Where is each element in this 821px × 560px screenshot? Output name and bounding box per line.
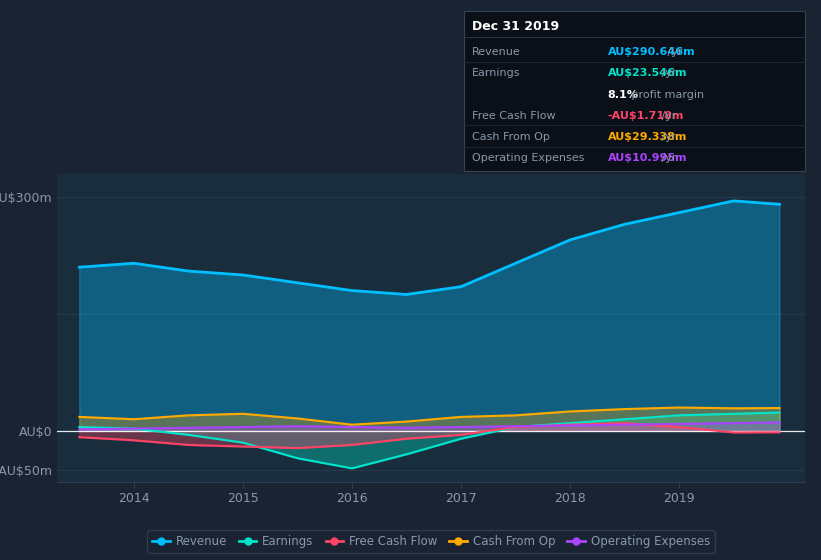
Text: /yr: /yr (658, 132, 677, 142)
Text: /yr: /yr (658, 111, 677, 121)
Text: AU$290.646m: AU$290.646m (608, 47, 695, 57)
Text: AU$10.995m: AU$10.995m (608, 153, 687, 164)
Text: -AU$1.718m: -AU$1.718m (608, 111, 684, 121)
Text: /yr: /yr (658, 153, 677, 164)
Text: Earnings: Earnings (472, 68, 521, 78)
Text: AU$23.546m: AU$23.546m (608, 68, 687, 78)
Text: /yr: /yr (658, 68, 677, 78)
Legend: Revenue, Earnings, Free Cash Flow, Cash From Op, Operating Expenses: Revenue, Earnings, Free Cash Flow, Cash … (147, 530, 715, 553)
Text: 8.1%: 8.1% (608, 90, 639, 100)
Text: AU$29.338m: AU$29.338m (608, 132, 687, 142)
Text: profit margin: profit margin (628, 90, 704, 100)
Text: Operating Expenses: Operating Expenses (472, 153, 585, 164)
Text: Revenue: Revenue (472, 47, 521, 57)
Text: /yr: /yr (663, 47, 682, 57)
Text: Cash From Op: Cash From Op (472, 132, 550, 142)
Text: Dec 31 2019: Dec 31 2019 (472, 20, 559, 34)
Text: Free Cash Flow: Free Cash Flow (472, 111, 556, 121)
